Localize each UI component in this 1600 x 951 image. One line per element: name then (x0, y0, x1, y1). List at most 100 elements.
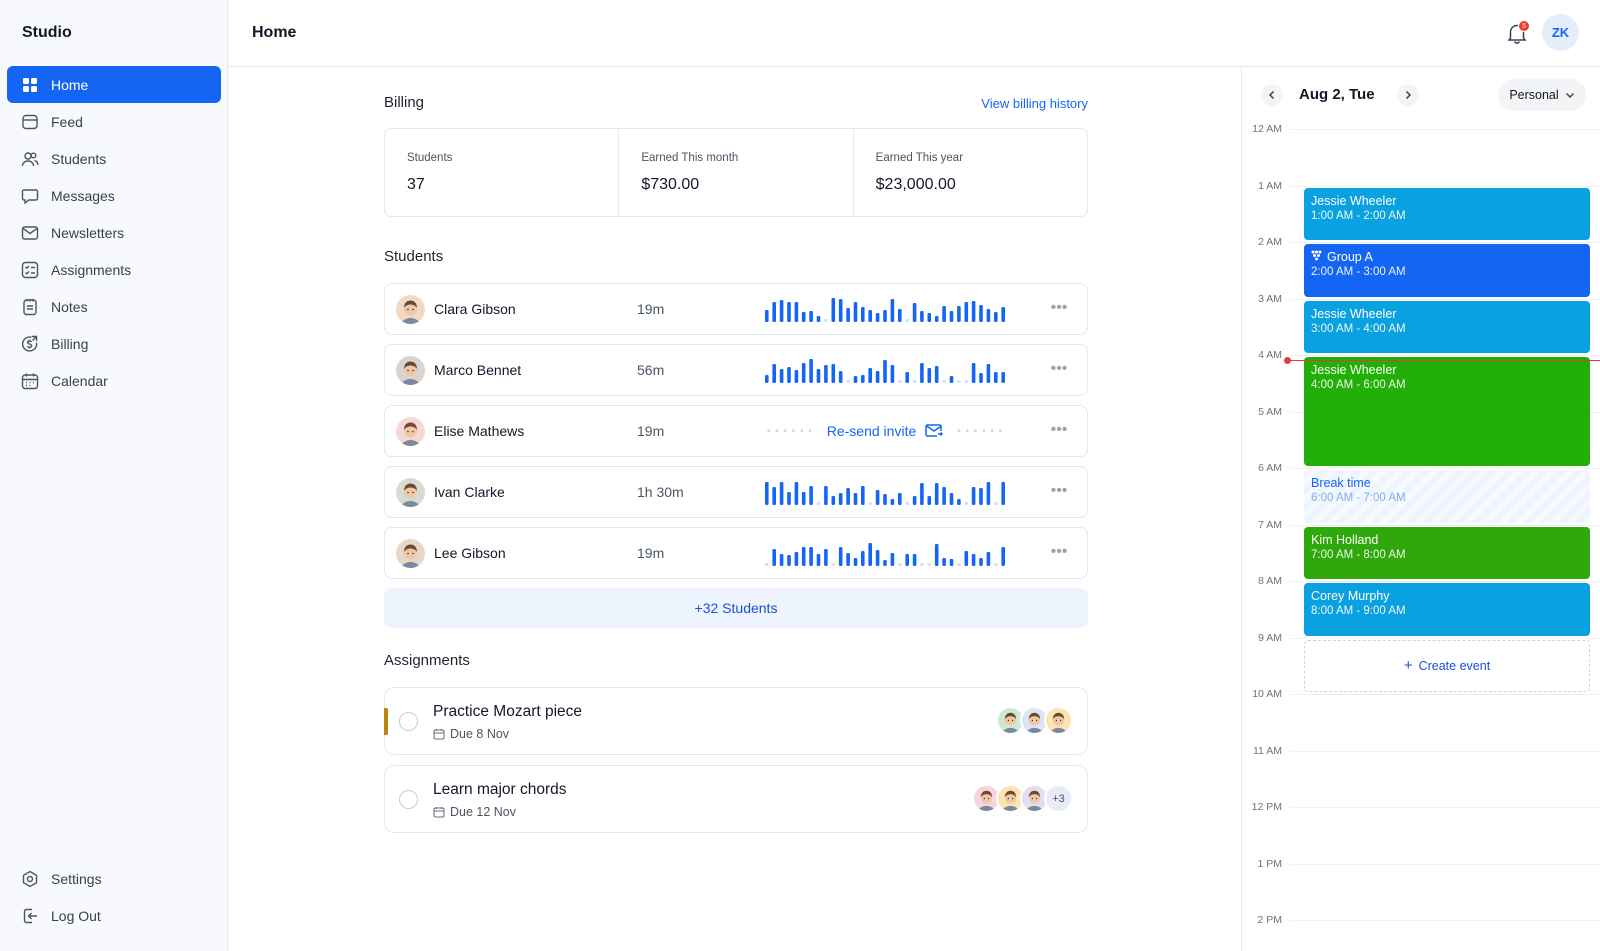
assignee-avatars (996, 706, 1073, 735)
sidebar-item-label: Settings (51, 870, 102, 887)
hour-line (1290, 355, 1600, 356)
activity-bar (809, 311, 813, 322)
activity-bar (787, 302, 791, 322)
activity-bar (824, 549, 828, 566)
activity-bar (898, 309, 902, 322)
activity-bar (816, 316, 821, 322)
activity-bar (824, 319, 828, 322)
activity-bar (787, 555, 791, 566)
calendar-view-select[interactable]: Personal (1498, 79, 1586, 111)
activity-bar (765, 375, 769, 383)
hour-row: 1 PM (1242, 858, 1600, 921)
sidebar-item-label: Newsletters (51, 224, 125, 241)
calendar-event[interactable]: Kim Holland 7:00 AM - 8:00 AM (1304, 526, 1590, 579)
activity-bar (934, 366, 939, 383)
create-event-button[interactable]: + Create event (1304, 639, 1590, 692)
student-name: Marco Bennet (434, 362, 522, 378)
sidebar-item-notes[interactable]: Notes (7, 288, 221, 325)
sidebar-item-logout[interactable]: Log Out (7, 897, 221, 934)
complete-checkbox[interactable] (399, 790, 418, 809)
assignment-row[interactable]: Practice Mozart piece Due 8 Nov (384, 687, 1088, 755)
billing-title: Billing (384, 94, 425, 111)
student-row[interactable]: Lee Gibson 19m ••• (384, 527, 1088, 579)
activity-bar (905, 319, 909, 322)
calendar-event[interactable]: Corey Murphy 8:00 AM - 9:00 AM (1304, 583, 1590, 636)
activity-bar (846, 308, 850, 322)
more-options-icon[interactable]: ••• (1050, 299, 1068, 316)
event-time: 4:00 AM - 6:00 AM (1311, 379, 1406, 391)
hour-line (1290, 242, 1600, 243)
assignments-title: Assignments (384, 652, 470, 669)
student-row[interactable]: Elise Mathews 19m • • • • • • Re-send in… (384, 405, 1088, 457)
sidebar-item-settings[interactable]: Settings (7, 860, 221, 897)
hour-label: 1 PM (1257, 857, 1282, 870)
sidebar: Studio Home Feed Students Messages Newsl… (0, 0, 228, 951)
event-title: Group A (1311, 250, 1583, 264)
sidebar-item-newsletters[interactable]: Newsletters (7, 214, 221, 251)
hour-line (1290, 750, 1600, 752)
activity-bar (994, 372, 998, 383)
event-time: 3:00 AM - 4:00 AM (1311, 322, 1406, 335)
activity-bar (846, 380, 850, 383)
complete-checkbox[interactable] (399, 712, 418, 731)
sidebar-item-assignments[interactable]: Assignments (7, 251, 221, 288)
more-options-icon[interactable]: ••• (1050, 421, 1068, 438)
resend-invite-button[interactable]: Re-send invite (827, 423, 944, 439)
activity-bar (971, 554, 976, 566)
activity-bar (986, 364, 991, 383)
sidebar-item-label: Home (51, 76, 89, 93)
sidebar-item-students[interactable]: Students (7, 140, 221, 177)
chevron-down-icon (1565, 92, 1574, 98)
sidebar-item-home[interactable]: Home (7, 66, 221, 103)
activity-bar (853, 493, 858, 505)
calendar-event[interactable]: Jessie Wheeler 4:00 AM - 6:00 AM (1304, 357, 1590, 466)
activity-bar (927, 313, 932, 322)
student-time: 19m (637, 545, 665, 561)
more-options-icon[interactable]: ••• (1050, 482, 1068, 499)
calendar-event[interactable]: Group A 2:00 AM - 3:00 AM (1304, 244, 1590, 297)
assignment-row[interactable]: Learn major chords Due 12 Nov +3 (384, 765, 1088, 833)
hour-label: 5 AM (1258, 405, 1282, 418)
hour-row: 12 AM (1242, 123, 1600, 186)
activity-bar (831, 496, 836, 505)
student-row[interactable]: Marco Bennet 56m ••• (384, 344, 1088, 396)
more-assignees-badge[interactable]: +3 (1044, 784, 1073, 813)
calendar-icon (433, 729, 445, 740)
calendar-event[interactable]: Jessie Wheeler 1:00 AM - 2:00 AM (1304, 187, 1590, 240)
activity-bar (949, 559, 954, 566)
calendar-event[interactable]: Jessie Wheeler 3:00 AM - 4:00 AM (1304, 300, 1590, 353)
assignment-title: Learn major chords (433, 781, 567, 798)
student-name: Clara Gibson (434, 301, 516, 317)
activity-bar (934, 483, 939, 505)
sidebar-item-calendar[interactable]: Calendar (7, 362, 221, 399)
student-name: Elise Mathews (434, 423, 525, 439)
chevron-right-icon[interactable] (1397, 84, 1419, 106)
sidebar-item-feed[interactable]: Feed (7, 103, 221, 140)
calendar-date: Aug 2, Tue (1299, 86, 1375, 103)
activity-bars (765, 482, 1005, 505)
more-students-button[interactable]: +32 Students (384, 588, 1088, 628)
sidebar-bottom: Settings Log Out (7, 860, 221, 934)
calendar-event[interactable]: Break time 6:00 AM - 7:00 AM (1304, 470, 1590, 523)
activity-bar (816, 502, 821, 505)
activity-bar (971, 301, 976, 322)
sidebar-item-billing[interactable]: Billing (7, 325, 221, 362)
student-row[interactable]: Ivan Clarke 1h 30m ••• (384, 466, 1088, 518)
hour-line (1290, 694, 1600, 695)
activity-bar (949, 311, 954, 322)
activity-bar (942, 487, 946, 505)
chevron-left-icon[interactable] (1261, 84, 1283, 106)
user-avatar[interactable]: ZK (1542, 14, 1579, 51)
hour-line (1290, 637, 1600, 639)
calendar-icon (433, 807, 445, 818)
more-options-icon[interactable]: ••• (1050, 360, 1068, 377)
hour-row: 7 AM (1242, 519, 1600, 582)
more-options-icon[interactable]: ••• (1050, 543, 1068, 560)
student-row[interactable]: Clara Gibson 19m ••• (384, 283, 1088, 335)
activity-bar (1001, 547, 1005, 566)
activity-bar (898, 563, 902, 566)
billing-header: Billing View billing history (384, 94, 1088, 111)
sidebar-item-messages[interactable]: Messages (7, 177, 221, 214)
view-billing-history-link[interactable]: View billing history (981, 96, 1088, 111)
activity-bar (883, 560, 887, 566)
